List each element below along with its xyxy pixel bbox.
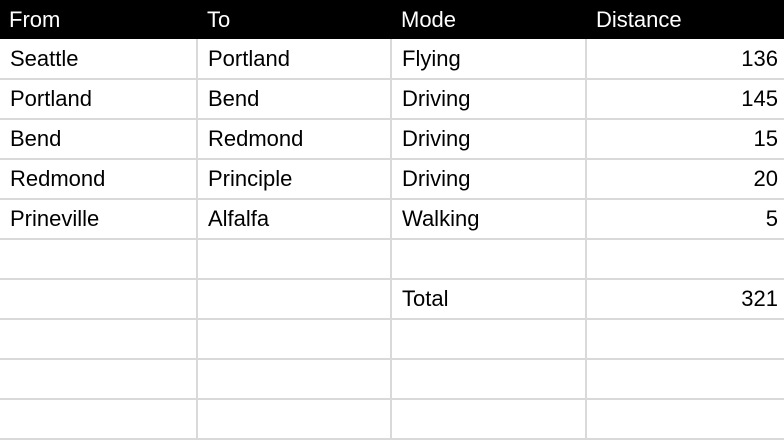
cell-mode[interactable]: Driving [390,78,587,120]
header-row: From To Mode Distance [0,0,784,39]
empty-cell[interactable] [196,278,392,320]
table-row: Prineville Alfalfa Walking 5 [0,198,784,240]
cell-to[interactable]: Portland [196,39,392,80]
empty-cell[interactable] [196,318,392,360]
empty-cell[interactable] [585,398,784,440]
cell-from[interactable]: Prineville [0,198,198,240]
cell-distance[interactable]: 5 [585,198,784,240]
table-row: Bend Redmond Driving 15 [0,118,784,160]
empty-cell[interactable] [196,238,392,280]
empty-row [0,358,784,400]
cell-mode[interactable]: Driving [390,118,587,160]
cell-from[interactable]: Portland [0,78,198,120]
empty-cell[interactable] [0,398,198,440]
empty-cell[interactable] [390,398,587,440]
header-distance[interactable]: Distance [586,0,784,39]
cell-distance[interactable]: 15 [585,118,784,160]
empty-row [0,398,784,440]
empty-cell[interactable] [0,358,198,400]
table-row: Portland Bend Driving 145 [0,78,784,120]
cell-to[interactable]: Redmond [196,118,392,160]
total-value[interactable]: 321 [585,278,784,320]
header-mode[interactable]: Mode [391,0,586,39]
empty-cell[interactable] [196,398,392,440]
cell-from[interactable]: Redmond [0,158,198,200]
cell-distance[interactable]: 20 [585,158,784,200]
empty-cell[interactable] [585,238,784,280]
empty-row [0,318,784,360]
empty-cell[interactable] [585,318,784,360]
cell-to[interactable]: Alfalfa [196,198,392,240]
total-label[interactable]: Total [390,278,587,320]
cell-mode[interactable]: Flying [390,39,587,80]
empty-cell[interactable] [0,278,198,320]
cell-mode[interactable]: Walking [390,198,587,240]
empty-cell[interactable] [390,318,587,360]
cell-to[interactable]: Bend [196,78,392,120]
total-row: Total 321 [0,278,784,320]
empty-cell[interactable] [0,318,198,360]
empty-cell[interactable] [585,358,784,400]
cell-mode[interactable]: Driving [390,158,587,200]
empty-cell[interactable] [0,238,198,280]
empty-cell[interactable] [390,238,587,280]
empty-row [0,238,784,280]
table-row: Seattle Portland Flying 136 [0,39,784,80]
cell-distance[interactable]: 136 [585,39,784,80]
cell-to[interactable]: Principle [196,158,392,200]
cell-distance[interactable]: 145 [585,78,784,120]
empty-cell[interactable] [196,358,392,400]
table-row: Redmond Principle Driving 20 [0,158,784,200]
cell-from[interactable]: Seattle [0,39,198,80]
header-to[interactable]: To [197,0,391,39]
empty-cell[interactable] [390,358,587,400]
header-from[interactable]: From [0,0,197,39]
cell-from[interactable]: Bend [0,118,198,160]
